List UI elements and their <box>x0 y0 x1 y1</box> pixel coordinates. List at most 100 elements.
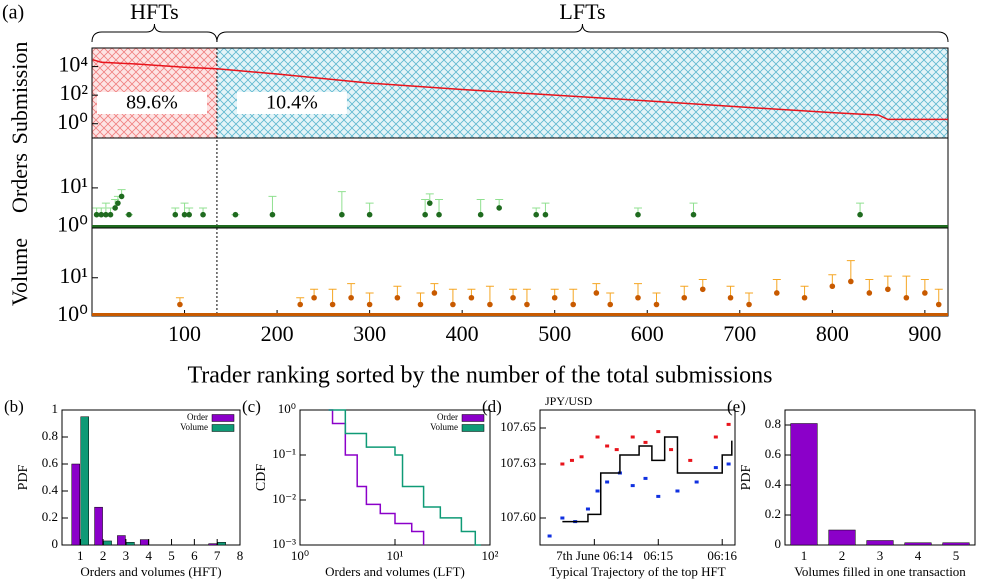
x-tick-label: 7 <box>214 548 221 563</box>
point <box>595 435 600 439</box>
point <box>339 211 345 218</box>
point <box>656 494 661 498</box>
point <box>551 294 558 301</box>
x-axis-label: Orders and volumes (HFT) <box>80 564 221 579</box>
point <box>542 211 549 218</box>
bar <box>80 416 90 546</box>
x-tick-label: 200 <box>261 321 294 346</box>
point <box>431 290 438 296</box>
plot-frame <box>91 137 949 229</box>
error-bar <box>902 275 911 298</box>
brace <box>91 23 218 43</box>
x-tick-label: 7th June 06:14 <box>556 548 633 563</box>
point <box>605 480 610 484</box>
bar <box>790 423 818 546</box>
panel-label: (a) <box>2 2 24 24</box>
bar <box>117 535 126 546</box>
point <box>450 301 456 308</box>
legend-label: Order <box>437 412 458 422</box>
x-tick-label: 1 <box>801 548 808 563</box>
point <box>699 286 706 293</box>
y-tick-label: 10⁻¹ <box>272 446 296 461</box>
legend-label: Volume <box>430 422 458 432</box>
legend-label: Volume <box>180 422 208 432</box>
plot-frame <box>61 409 241 546</box>
point <box>311 294 317 301</box>
point <box>560 462 565 466</box>
point <box>177 301 183 308</box>
y-axis-label: Orders <box>7 153 32 213</box>
point <box>713 435 718 439</box>
point <box>181 211 188 218</box>
point <box>297 301 304 308</box>
y-tick-label: 0.2 <box>42 509 58 524</box>
error-bar <box>268 195 277 215</box>
x-tick-label: 800 <box>816 321 849 346</box>
point <box>107 211 114 218</box>
point <box>570 301 577 308</box>
x-tick-label: 4 <box>915 548 922 563</box>
point <box>366 211 373 218</box>
x-tick-label: 700 <box>723 321 756 346</box>
legend-swatch <box>211 424 235 432</box>
x-axis-label: Trader ranking sorted by the number of t… <box>187 363 772 389</box>
y-tick-label: 0.4 <box>42 482 59 497</box>
x-tick-label: 8 <box>237 548 244 563</box>
y-tick-label: 107.65 <box>500 419 536 434</box>
point <box>496 205 502 211</box>
point <box>524 301 530 308</box>
y-axis-label: PDF <box>739 464 754 490</box>
data-line <box>92 59 948 121</box>
point <box>436 211 442 218</box>
point <box>656 430 661 434</box>
bar <box>208 543 217 546</box>
point <box>103 211 109 218</box>
x-tick-label: 06:16 <box>707 548 737 563</box>
bar <box>828 529 856 546</box>
point <box>569 458 574 462</box>
point <box>635 294 641 301</box>
panel-label: (e) <box>727 397 746 416</box>
y-tick-label: 10⁰ <box>57 109 88 134</box>
data-line <box>562 436 733 523</box>
point <box>681 294 688 301</box>
x-tick-label: 6 <box>191 548 198 563</box>
point <box>232 211 239 218</box>
x-tick-label: 10² <box>482 548 499 563</box>
point <box>713 466 718 470</box>
y-tick-label: 0.6 <box>42 455 59 470</box>
point <box>675 489 680 493</box>
legend-swatch <box>461 414 485 422</box>
point <box>605 444 610 448</box>
point <box>829 283 836 290</box>
point <box>366 301 373 308</box>
point <box>585 507 590 511</box>
bar <box>126 542 135 546</box>
x-axis-label: Volumes filled in one transaction <box>794 564 966 579</box>
x-tick-label: 2 <box>839 548 846 563</box>
point <box>653 301 660 308</box>
y-tick-label: 10⁰ <box>57 301 88 326</box>
point <box>801 294 808 301</box>
panel-label: (b) <box>4 397 24 416</box>
point <box>669 448 674 452</box>
y-tick-label: 107.60 <box>500 509 536 524</box>
share-box <box>236 92 347 114</box>
x-tick-label: 300 <box>353 321 386 346</box>
point <box>935 301 942 308</box>
point <box>422 211 428 218</box>
x-tick-label: 5 <box>168 548 175 563</box>
y-tick-label: 10¹ <box>59 263 88 288</box>
y-tick-label: 0.8 <box>765 416 781 431</box>
point <box>848 278 854 285</box>
y-tick-label: 10² <box>59 80 88 105</box>
point <box>533 211 539 218</box>
y-axis-label: Submission <box>7 42 32 145</box>
y-tick-label: 10⁰ <box>278 401 296 416</box>
share-label: 10.4% <box>266 92 318 114</box>
point <box>560 516 565 520</box>
brace <box>216 23 949 43</box>
x-tick-label: 06:15 <box>643 548 673 563</box>
point <box>126 211 132 218</box>
